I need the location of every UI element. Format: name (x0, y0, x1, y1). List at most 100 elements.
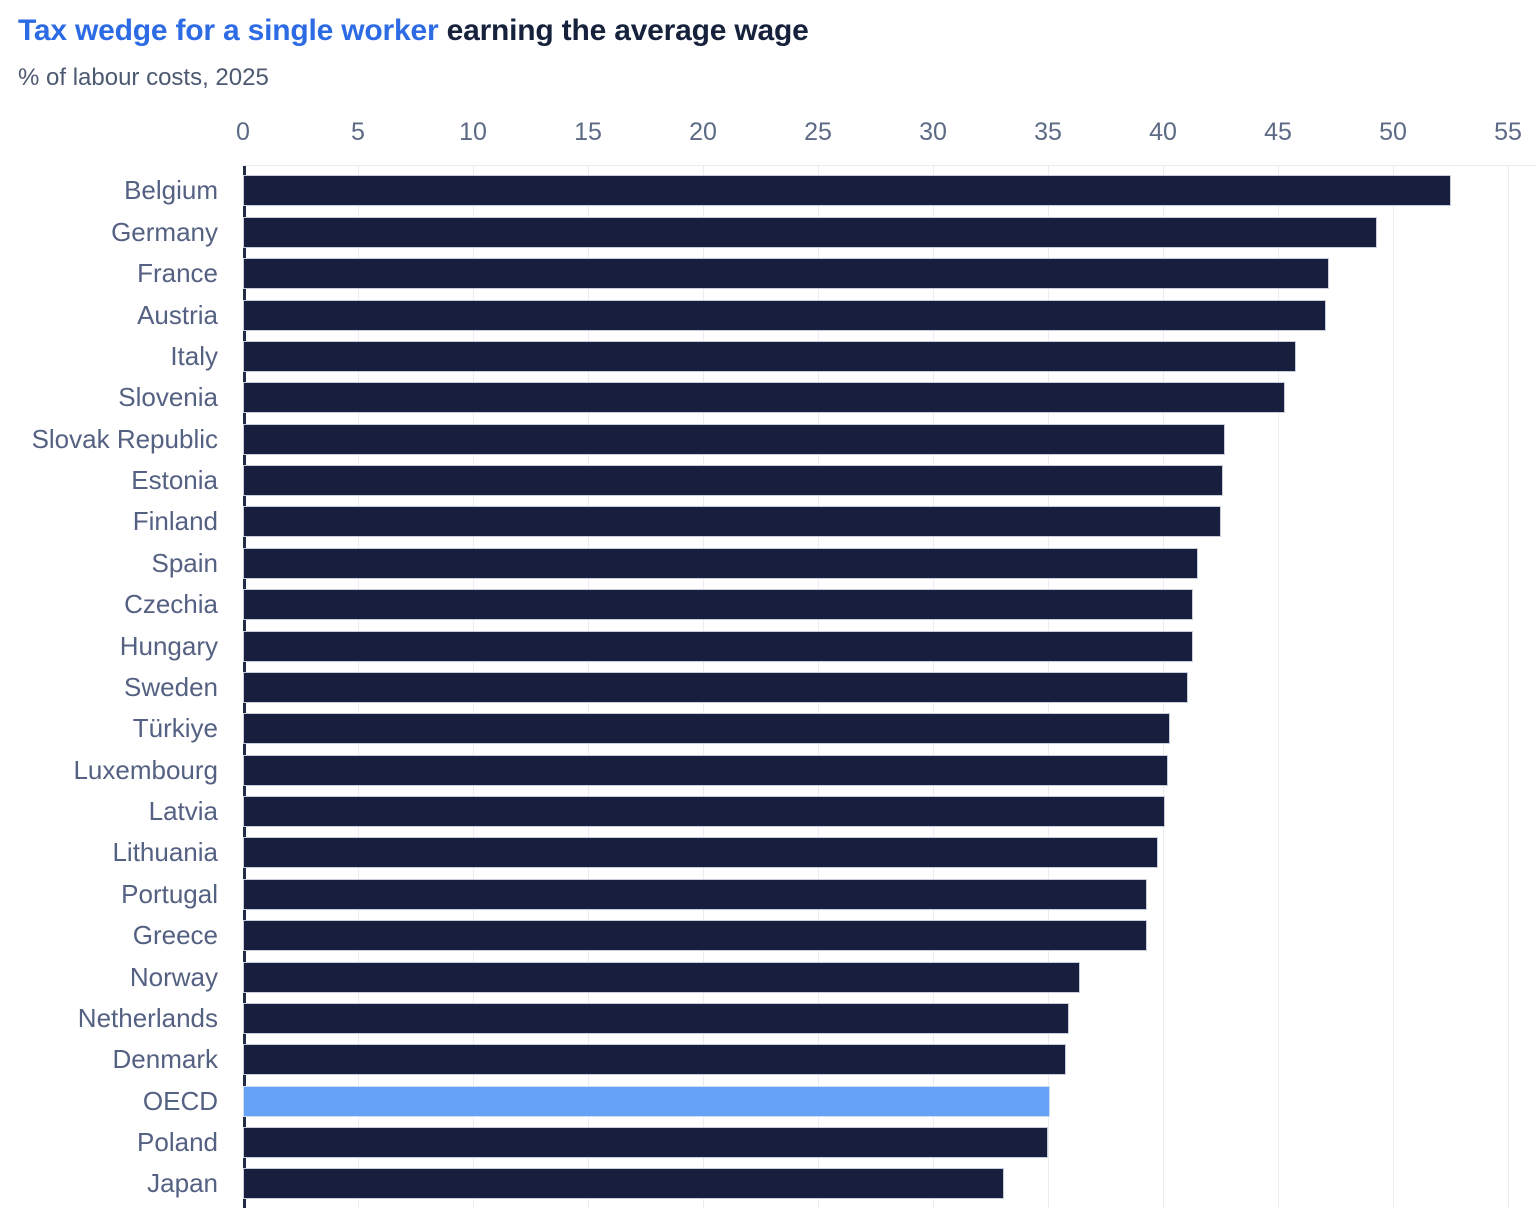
bar[interactable] (243, 340, 1297, 372)
chart-row: OECD (0, 1075, 1536, 1117)
bar-track (243, 589, 1536, 621)
x-tick-label: 30 (919, 118, 947, 146)
bar-track (243, 340, 1536, 372)
x-tick-label: 20 (689, 118, 717, 146)
bar[interactable] (243, 878, 1147, 910)
bar[interactable] (243, 671, 1189, 703)
bar-chart: Belgium Germany France Austria Italy Slovenia… (0, 165, 1536, 1200)
category-label: Norway (129, 961, 218, 992)
bar-track (243, 1168, 1536, 1200)
gridline (1393, 166, 1394, 1208)
chart-row: Türkiye (0, 703, 1536, 745)
chart-row: Austria (0, 289, 1536, 331)
bar[interactable] (243, 713, 1170, 745)
gridline (1508, 166, 1509, 1208)
bar-track (243, 961, 1536, 993)
bar-track (243, 796, 1536, 827)
chart-row: Finland (0, 496, 1536, 538)
bar-track (243, 506, 1536, 538)
x-tick-label: 40 (1149, 118, 1177, 146)
bar-track (243, 299, 1536, 331)
category-label: Belgium (124, 175, 218, 206)
bar[interactable] (243, 1127, 1048, 1158)
bar-track (243, 878, 1536, 910)
chart-row: Estonia (0, 455, 1536, 496)
bar[interactable] (243, 258, 1329, 290)
x-tick-label: 5 (351, 118, 365, 146)
bar[interactable] (243, 589, 1193, 621)
chart-row: Hungary (0, 620, 1536, 662)
chart-row: Germany (0, 206, 1536, 248)
x-tick-label: 35 (1034, 118, 1062, 146)
bar-track (243, 423, 1536, 455)
category-label: Luxembourg (73, 754, 218, 785)
bar[interactable] (243, 1168, 1005, 1200)
bar[interactable] (243, 216, 1377, 248)
chart-title-rest: earning the average wage (446, 14, 809, 47)
category-label: Finland (132, 506, 218, 537)
bar-track (243, 713, 1536, 745)
bar[interactable] (243, 630, 1193, 662)
category-label: France (137, 258, 218, 289)
category-label: Slovenia (118, 382, 218, 413)
chart-title: Tax wedge for a single worker earning th… (18, 12, 809, 50)
category-label: Germany (111, 216, 218, 247)
category-label: Greece (132, 920, 218, 951)
category-label: Hungary (119, 630, 218, 661)
bar[interactable] (243, 837, 1159, 869)
category-label: Austria (137, 299, 218, 330)
bar-track (243, 837, 1536, 869)
category-label: Japan (147, 1168, 218, 1199)
bar[interactable] (243, 382, 1285, 414)
chart-row: Japan (0, 1158, 1536, 1200)
x-tick-label: 15 (574, 118, 602, 146)
bar[interactable] (243, 506, 1221, 538)
bar-track (243, 465, 1536, 496)
bar[interactable] (243, 175, 1451, 207)
chart-row: Portugal (0, 868, 1536, 910)
bar-track (243, 1127, 1536, 1158)
chart-row: Czechia (0, 579, 1536, 621)
bar[interactable] (243, 1002, 1069, 1034)
category-label: Czechia (124, 589, 218, 620)
bar-track (243, 1044, 1536, 1076)
chart-row: Sweden (0, 662, 1536, 703)
bar[interactable] (243, 547, 1198, 579)
category-label: Sweden (124, 671, 218, 702)
chart-header: Tax wedge for a single worker earning th… (18, 12, 809, 92)
bar-track (243, 216, 1536, 248)
chart-row: Italy (0, 331, 1536, 372)
bar-track (243, 258, 1536, 290)
x-tick-label: 55 (1494, 118, 1522, 146)
category-label: Poland (137, 1127, 218, 1157)
bar-track (243, 754, 1536, 786)
bar[interactable] (243, 465, 1223, 496)
chart-row: Latvia (0, 786, 1536, 827)
x-axis: 0 5 10 15 20 25 30 35 40 45 50 55 (236, 117, 1536, 147)
chart-row: Belgium (0, 165, 1536, 207)
bar[interactable] (243, 1044, 1067, 1076)
bar[interactable] (243, 961, 1081, 993)
bar[interactable] (243, 920, 1147, 952)
chart-row: Poland (0, 1117, 1536, 1158)
x-tick-label: 50 (1379, 118, 1407, 146)
bar[interactable] (243, 423, 1226, 455)
bar-track (243, 630, 1536, 662)
chart-row: Spain (0, 537, 1536, 579)
bar-highlight[interactable] (243, 1085, 1051, 1117)
bar[interactable] (243, 796, 1166, 827)
chart-row: Lithuania (0, 827, 1536, 869)
chart-row: Luxembourg (0, 744, 1536, 786)
chart-row: Greece (0, 910, 1536, 952)
chart-row: Slovenia (0, 372, 1536, 414)
x-tick-label: 25 (804, 118, 832, 146)
category-label: Latvia (148, 796, 218, 826)
chart-subtitle: % of labour costs, 2025 (18, 64, 269, 91)
bar[interactable] (243, 299, 1327, 331)
chart-row: Slovak Republic (0, 413, 1536, 455)
category-label: Portugal (121, 878, 218, 909)
bar[interactable] (243, 754, 1168, 786)
x-tick-label: 45 (1264, 118, 1292, 146)
chart-row: Norway (0, 951, 1536, 993)
